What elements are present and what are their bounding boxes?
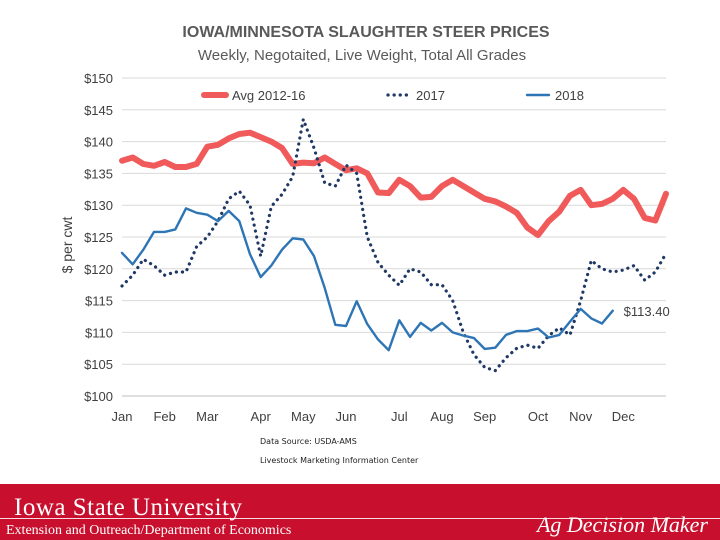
chart-subtitle: Weekly, Negotaited, Live Weight, Total A… [198, 47, 526, 64]
x-tick-label: Oct [528, 409, 549, 424]
series-line-2018 [120, 207, 614, 352]
y-tick-label: $120 [84, 262, 113, 277]
grid-lines [122, 77, 666, 397]
y-tick-label: $145 [84, 103, 113, 118]
y-tick-label: $130 [84, 198, 113, 213]
x-axis-ticks: Jan Feb Mar Apr May Jun Jul Aug Sep Oct Nov Dec [112, 409, 636, 424]
y-tick-label: $110 [85, 325, 113, 340]
series-lines [119, 117, 669, 373]
footer-divider [0, 518, 720, 519]
department-name: Extension and Outreach/Department of Eco… [6, 523, 292, 538]
legend-label: 2017 [416, 88, 445, 103]
y-tick-label: $150 [84, 71, 113, 86]
annotations: $113.40 [624, 304, 670, 319]
y-tick-label: $135 [84, 166, 113, 181]
line-chart: IOWA/MINNESOTA SLAUGHTER STEER PRICES We… [59, 24, 670, 424]
y-tick-label: $125 [84, 230, 113, 245]
series-line-2017 [120, 117, 668, 373]
x-tick-label: Mar [196, 409, 219, 424]
university-logo: Iowa State University [14, 494, 243, 521]
y-tick-label: $105 [84, 357, 113, 372]
x-tick-label: Dec [612, 409, 636, 424]
footer-banner [0, 484, 720, 540]
x-tick-label: Feb [153, 409, 175, 424]
chart-title: IOWA/MINNESOTA SLAUGHTER STEER PRICES [182, 24, 549, 41]
legend: Avg 2012-16 2017 2018 [201, 88, 584, 103]
y-axis-ticks: $100 $105 $110 $115 $120 $125 $130 $135 $140 $145… [84, 71, 113, 404]
x-tick-label: Jan [112, 409, 133, 424]
data-source-org: Livestock Marketing Information Center [260, 456, 419, 465]
x-tick-label: Aug [430, 409, 453, 424]
y-tick-label: $100 [84, 389, 113, 404]
brand-name: Ag Decision Maker [536, 512, 708, 537]
x-tick-label: Jul [391, 409, 408, 424]
x-tick-label: Apr [251, 409, 272, 424]
x-tick-label: Sep [473, 409, 496, 424]
data-label: $113.40 [624, 304, 670, 319]
data-source-line: Data Source: USDA-AMS [260, 437, 357, 446]
x-tick-label: Nov [569, 409, 593, 424]
series-line-avg-2012-16 [119, 129, 669, 239]
y-tick-label: $140 [84, 135, 113, 150]
legend-label: 2018 [555, 88, 584, 103]
x-tick-label: Jun [336, 409, 357, 424]
y-tick-label: $115 [85, 294, 113, 309]
legend-label: Avg 2012-16 [232, 88, 306, 103]
y-axis-label: $ per cwt [59, 216, 75, 273]
x-tick-label: May [291, 409, 316, 424]
